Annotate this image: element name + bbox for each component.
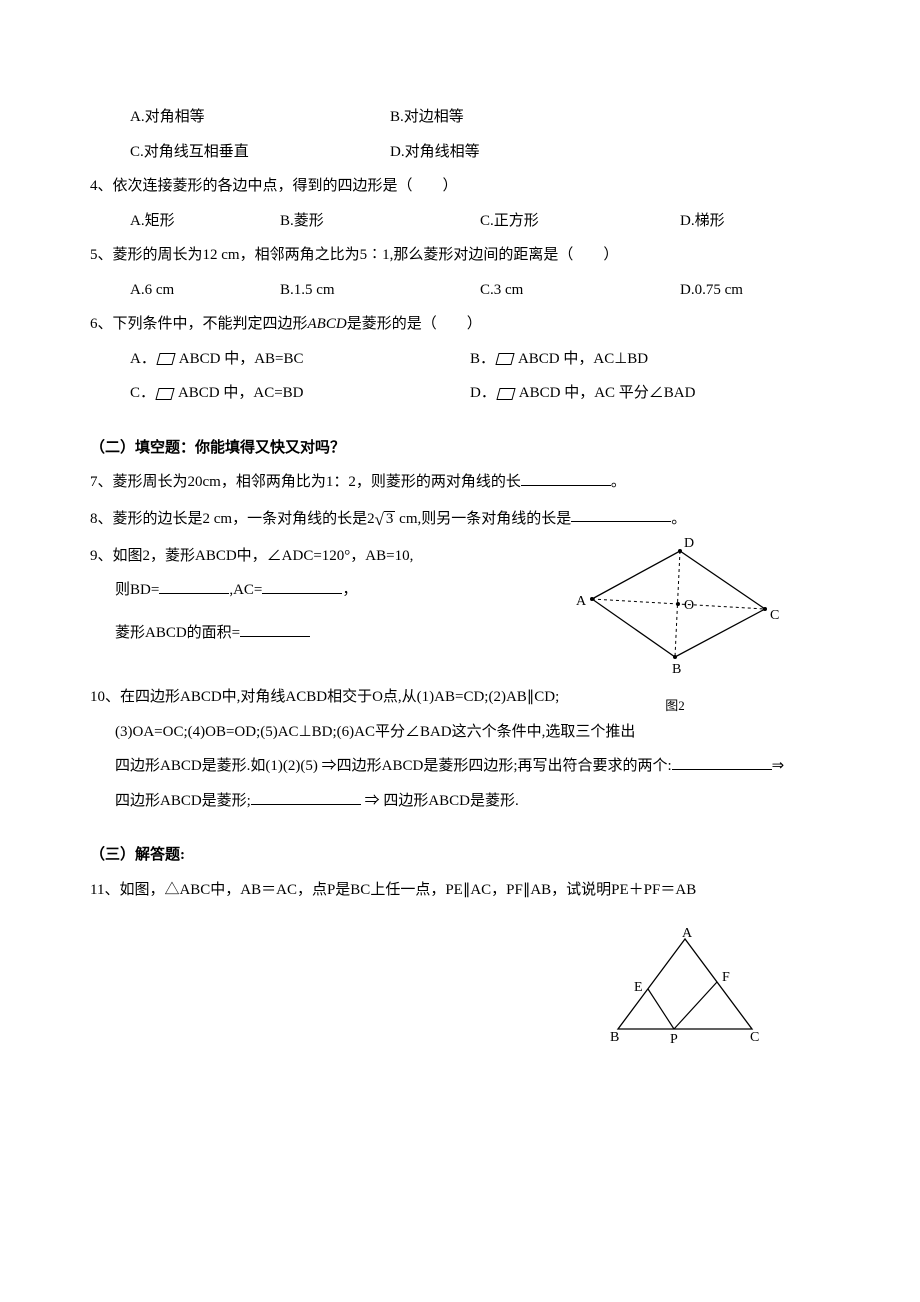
q5-option-c: C.3 cm [480,273,680,308]
q3-option-d: D.对角线相等 [390,135,480,170]
q6-option-d: D． ABCD 中，AC 平分∠BAD [470,376,695,411]
q4-option-b: B.菱形 [280,204,480,239]
section-3-heading: （三）解答题: [90,838,830,873]
q5-stem: 5、菱形的周长为12 cm，相邻两角之比为5∶1,那么菱形对边间的距离是（ ） [90,238,830,273]
q10-line-2: (3)OA=OC;(4)OB=OD;(5)AC⊥BD;(6)AC平分∠BAD这六… [90,715,830,750]
q4-option-a: A.矩形 [130,204,280,239]
q6-options-row-1: A． ABCD 中，AB=BC B． ABCD 中，AC⊥BD [90,342,830,377]
q6-stem-post: 是菱形的是（ ） [347,316,482,332]
q3-options-row-1: A.对角相等 B.对边相等 [90,100,830,135]
q6-stem-italic: ABCD [308,316,347,332]
svg-text:F: F [722,970,730,985]
svg-text:P: P [670,1032,678,1047]
q7-post: 。 [611,474,626,490]
q4-stem: 4、依次连接菱形的各边中点，得到的四边形是（ ） [90,169,830,204]
sqrt-icon: √3 [375,500,396,539]
q10-line-1: 10、在四边形ABCD中,对角线ACBD相交于O点,从(1)AB=CD;(2)A… [90,680,830,715]
svg-text:B: B [610,1030,619,1045]
svg-text:C: C [750,1030,759,1045]
q7-pre: 7、菱形周长为20cm，相邻两角比为1：2，则菱形的两对角线的长 [90,474,521,490]
q9-line-3: 菱形ABCD的面积= [90,616,830,651]
q8-mid: cm,则另一条对角线的长是 [395,510,571,526]
triangle-diagram: A B C E F P [600,927,770,1047]
q9-blank-ac[interactable] [262,578,342,594]
q9-line-1: 9、如图2，菱形ABCD中，∠ADC=120°，AB=10, [90,539,830,574]
svg-text:B: B [672,662,681,677]
q8-pre: 8、菱形的边长是2 cm，一条对角线的长是2 [90,510,375,526]
q8-blank[interactable] [571,506,671,522]
parallelogram-icon [496,388,515,400]
svg-text:E: E [634,980,643,995]
q5-option-a: A.6 cm [130,273,280,308]
q5-option-b: B.1.5 cm [280,273,480,308]
q9-blank-bd[interactable] [159,578,229,594]
q3-option-b: B.对边相等 [390,100,464,135]
q3-option-a: A.对角相等 [130,100,390,135]
q4-option-c: C.正方形 [480,204,680,239]
q6-stem-pre: 6、下列条件中，不能判定四边形 [90,316,308,332]
svg-text:A: A [682,927,693,941]
parallelogram-icon [495,353,514,365]
q9-block: A D C B O 图2 9、如图2，菱形ABCD中，∠ADC=120°，AB=… [90,539,830,651]
q5-option-d: D.0.75 cm [680,273,743,308]
q6-option-a: A． ABCD 中，AB=BC [130,342,470,377]
q3-option-c: C.对角线互相垂直 [130,135,390,170]
q5-options: A.6 cm B.1.5 cm C.3 cm D.0.75 cm [90,273,830,308]
q6-option-b: B． ABCD 中，AC⊥BD [470,342,648,377]
q4-option-d: D.梯形 [680,204,725,239]
q6-stem: 6、下列条件中，不能判定四边形ABCD是菱形的是（ ） [90,307,830,342]
q7: 7、菱形周长为20cm，相邻两角比为1：2，则菱形的两对角线的长 。 [90,465,830,500]
q11-stem: 11、如图，△ABC中，AB＝AC，点P是BC上任一点，PE∥AC，PF∥AB，… [90,873,830,908]
section-2-heading: （二）填空题：你能填得又快又对吗？ [90,431,830,466]
q7-blank[interactable] [521,470,611,486]
q10-blank-2[interactable] [251,789,361,805]
parallelogram-icon [156,353,175,365]
q6-options-row-2: C． ABCD 中，AC=BD D． ABCD 中，AC 平分∠BAD [90,376,830,411]
q9-line-2: 则BD=,AC=， [90,573,830,608]
q6-option-c: C． ABCD 中，AC=BD [130,376,470,411]
worksheet-page: A.对角相等 B.对边相等 C.对角线互相垂直 D.对角线相等 4、依次连接菱形… [0,0,920,1302]
q10-line-3: 四边形ABCD是菱形.如(1)(2)(5) ⇒四边形ABCD是菱形四边形;再写出… [90,749,830,784]
q4-options: A.矩形 B.菱形 C.正方形 D.梯形 [90,204,830,239]
parallelogram-icon [155,388,174,400]
q9-blank-area[interactable] [240,621,310,637]
q10-blank-1[interactable] [672,754,772,770]
q3-options-row-2: C.对角线互相垂直 D.对角线相等 [90,135,830,170]
q10-line-4: 四边形ABCD是菱形; ⇒ 四边形ABCD是菱形. [90,784,830,819]
q8-post: 。 [671,510,686,526]
q11-figure-wrap: A B C E F P [90,927,830,1047]
